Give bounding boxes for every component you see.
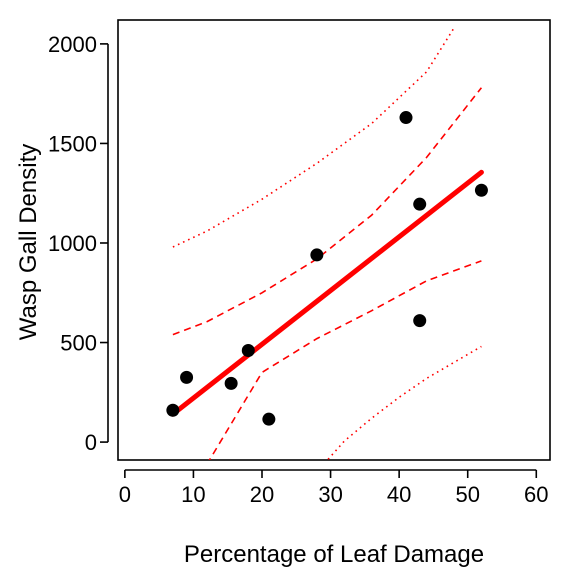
x-tick-label: 0 bbox=[119, 482, 131, 507]
y-tick-label: 0 bbox=[85, 430, 97, 455]
data-point bbox=[166, 403, 180, 417]
interval-bands bbox=[172, 27, 483, 460]
x-tick-label: 30 bbox=[318, 482, 342, 507]
data-point bbox=[224, 376, 238, 390]
x-axis: 0 10 20 30 40 50 60 bbox=[119, 469, 549, 507]
y-tick-label: 2000 bbox=[48, 32, 97, 57]
confidence-band-upper bbox=[172, 87, 483, 336]
x-tick-label: 20 bbox=[250, 482, 274, 507]
x-tick-label: 60 bbox=[524, 482, 548, 507]
y-tick-label: 500 bbox=[60, 331, 97, 356]
y-tick-label: 1000 bbox=[48, 231, 97, 256]
y-axis-label: Wasp Gall Density bbox=[15, 144, 42, 341]
data-point bbox=[241, 343, 255, 357]
data-point bbox=[474, 183, 488, 197]
data-point bbox=[413, 314, 427, 328]
data-point bbox=[262, 412, 276, 426]
x-tick-label: 40 bbox=[387, 482, 411, 507]
data-point bbox=[310, 248, 324, 262]
y-tick-label: 1500 bbox=[48, 131, 97, 156]
data-points bbox=[166, 111, 488, 426]
x-tick-label: 50 bbox=[455, 482, 479, 507]
data-point bbox=[180, 370, 194, 384]
plot-area bbox=[117, 19, 551, 461]
confidence-band-lower bbox=[208, 260, 482, 460]
prediction-band-upper bbox=[172, 27, 455, 248]
x-axis-label: Percentage of Leaf Damage bbox=[184, 541, 484, 568]
fit-line bbox=[170, 169, 484, 417]
data-point bbox=[413, 197, 427, 211]
data-point bbox=[399, 111, 413, 125]
x-tick-label: 10 bbox=[181, 482, 205, 507]
y-axis: 0 500 1000 1500 2000 bbox=[48, 32, 109, 455]
fit-line-group bbox=[170, 169, 484, 417]
prediction-band-lower bbox=[326, 345, 482, 460]
